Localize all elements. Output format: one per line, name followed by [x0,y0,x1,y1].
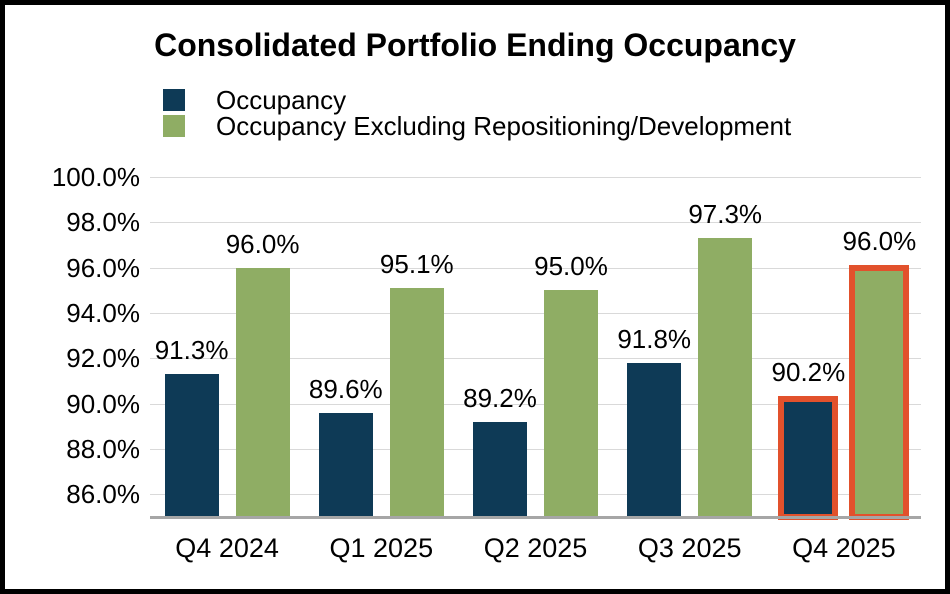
bar-data-label: 95.0% [534,251,608,282]
y-axis: 100.0% 98.0% 96.0% 94.0% 92.0% 90.0% 88.0% 86.0… [5,164,140,517]
bar-occupancy-excluding-q1-2025 [389,288,444,517]
y-tick-label: 94.0% [66,298,140,328]
bar-data-label: 91.8% [617,323,692,354]
bar-data-label: 89.6% [308,373,383,404]
bar-occupancy-excluding-q3-2025 [698,238,753,517]
plot-area: 91.3% 96.0% 89.6% 95.1% 89.2% 95.0% 91.8% 97.3%… [150,177,921,520]
gridline [150,449,921,450]
y-tick-label: 100.0% [51,162,140,192]
y-tick-label: 86.0% [66,479,140,510]
bar-data-label: 96.0% [842,225,917,256]
x-tick-label-q2-2025: Q2 2025 [483,533,588,563]
bar-occupancy-q1-2025 [318,412,373,517]
gridline [150,313,921,314]
y-tick-label: 92.0% [66,343,140,374]
gridline [150,222,921,224]
bar-occupancy-q3-2025 [627,362,682,517]
x-tick-label-q4-2024: Q4 2024 [175,533,279,563]
bar-occupancy-excluding-q4-2024 [235,267,290,517]
y-tick-label: 90.0% [66,388,140,419]
gridline [150,267,921,269]
legend: Occupancy Occupancy Excluding Reposition… [163,85,791,141]
x-tick-label-q1-2025: Q1 2025 [329,533,434,563]
bar-data-label: 89.2% [463,382,537,413]
bar-occupancy-excluding-q2-2025 [544,290,598,517]
legend-item-occupancy-excluding: Occupancy Excluding Repositioning/Develo… [163,111,791,141]
bar-data-label: 91.3% [154,335,229,366]
bar-occupancy-excluding-q4-2025 [849,264,910,520]
y-tick-label: 88.0% [66,434,140,464]
gridline [150,494,921,496]
bar-occupancy-q4-2025 [778,396,839,520]
bar-data-label: 90.2% [771,357,846,388]
bar-data-label: 96.0% [225,228,300,259]
legend-item-occupancy: Occupancy [163,85,791,115]
chart-title: Consolidated Portfolio Ending Occupancy [154,27,796,63]
x-tick-label-q4-2025: Q4 2025 [792,533,896,563]
bar-data-label: 97.3% [688,199,763,230]
y-tick-label: 98.0% [66,207,140,238]
legend-swatch-occupancy [163,89,185,111]
legend-swatch-occupancy-excluding [163,115,185,137]
bar-occupancy-q4-2024 [164,374,219,517]
gridline [150,403,921,405]
legend-label-occupancy: Occupancy [216,84,347,115]
x-axis-line [150,516,921,519]
gridline [150,358,921,360]
legend-label-occupancy-excluding: Occupancy Excluding Repositioning/Develo… [216,110,792,141]
gridline [150,177,921,178]
x-axis: Q4 2024 Q1 2025 Q2 2025 Q3 2025 Q4 2025 [150,533,921,564]
bar-occupancy-q2-2025 [473,421,527,517]
x-tick-label-q3-2025: Q3 2025 [637,533,742,563]
y-tick-label: 96.0% [66,252,140,283]
bar-data-label: 95.1% [379,249,454,280]
